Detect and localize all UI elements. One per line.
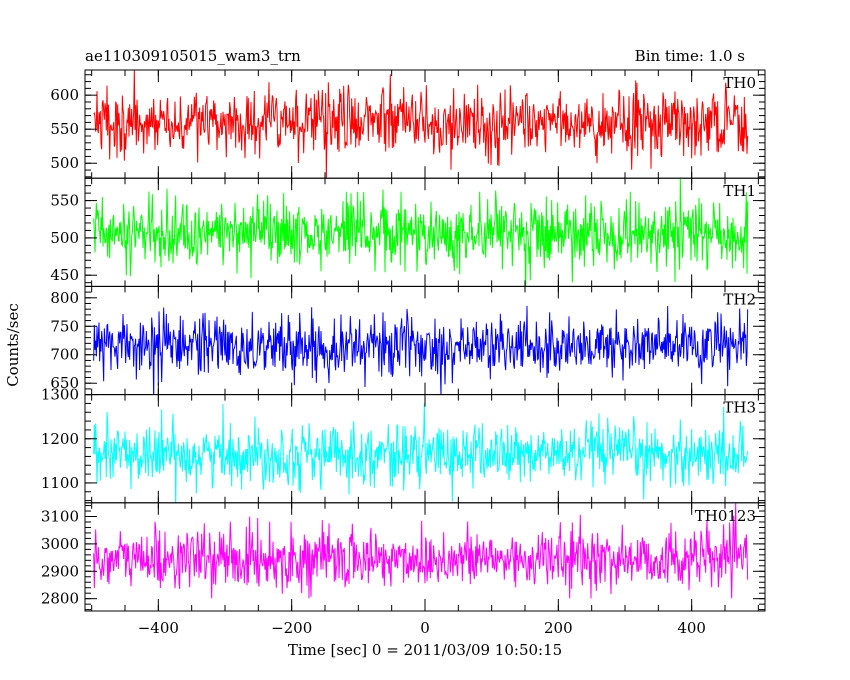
panel-th3: 1100 1200 1300 TH3 [41, 386, 766, 504]
x-tick-label: −400 [138, 619, 179, 637]
panel-th0123: 2800 2900 3000 3100 TH0123 [41, 502, 766, 612]
chart-title: ae110309105015_wam3_trn [85, 47, 301, 65]
y-tick-label: 500 [50, 229, 79, 247]
y-tick-label: 550 [50, 192, 79, 210]
y-tick-label: 600 [50, 86, 79, 104]
y-tick-label: 550 [50, 120, 79, 138]
y-tick-label: 1300 [41, 386, 79, 404]
series-line-th3 [93, 402, 749, 503]
y-tick-label: 500 [50, 154, 79, 172]
bin-time-label: Bin time: 1.0 s [635, 47, 745, 65]
series-line-th1 [93, 178, 749, 287]
y-axis-label: Counts/sec [4, 303, 22, 387]
panel-label-th3: TH3 [723, 399, 756, 417]
panel-label-th1: TH1 [723, 182, 756, 200]
series-line-th2 [93, 305, 749, 395]
x-tick-label: −200 [271, 619, 312, 637]
x-tick-label: 400 [677, 619, 706, 637]
panel-label-th0123: TH0123 [695, 507, 756, 525]
y-tick-label: 450 [50, 266, 79, 284]
panel-th2: 650 700 750 800 TH2 [50, 285, 766, 396]
y-tick-label: 700 [50, 346, 79, 364]
y-tick-label: 3100 [41, 507, 79, 525]
y-tick-label: 2900 [41, 562, 79, 580]
x-axis-label: Time [sec] 0 = 2011/03/09 10:50:15 [288, 641, 562, 659]
y-tick-label: 750 [50, 317, 79, 335]
panels-group: 500 550 600 TH0 450 500 550 TH1 650 700 750 800 TH2 1… [41, 69, 766, 637]
y-tick-label: 1200 [41, 430, 79, 448]
y-tick-label: 800 [50, 289, 79, 307]
y-tick-label: 1100 [41, 474, 79, 492]
panel-th0: 500 550 600 TH0 [50, 69, 766, 179]
series-line-th0123 [93, 502, 749, 599]
y-tick-label: 650 [50, 374, 79, 392]
y-tick-label: 2800 [41, 590, 79, 608]
y-tick-label: 3000 [41, 535, 79, 553]
series-line-th0 [93, 70, 749, 179]
panel-th1: 450 500 550 TH1 [50, 177, 766, 287]
x-tick-label: 200 [544, 619, 573, 637]
panel-label-th0: TH0 [723, 74, 756, 92]
panel-label-th2: TH2 [723, 290, 756, 308]
x-tick-label: 0 [420, 619, 430, 637]
